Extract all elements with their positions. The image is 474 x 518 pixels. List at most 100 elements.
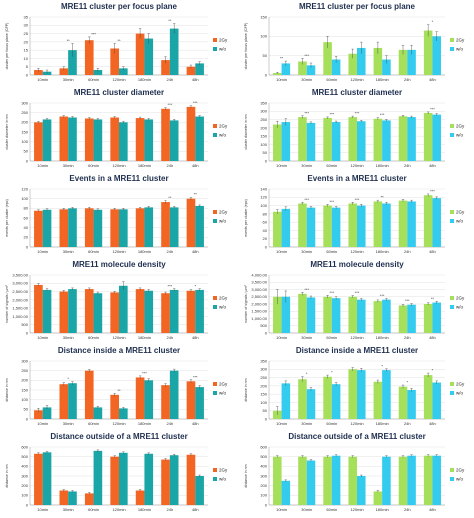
x-tick-label: 24h	[167, 507, 174, 512]
y-tick-label: 50	[24, 407, 29, 412]
legend-label: w/o	[456, 133, 464, 138]
x-tick-label: 24h	[404, 421, 411, 426]
x-tick-label: 48h	[192, 163, 199, 168]
legend-label: 2Gy	[219, 382, 228, 387]
x-tick-label: 120min	[112, 507, 125, 512]
x-tick-label: 24h	[404, 77, 411, 82]
y-tick-label: 0	[26, 416, 29, 421]
x-tick-label: 180min	[376, 249, 389, 254]
chart-svg: Distance outside of a MRE11 cluster dista…	[244, 432, 465, 512]
significance-marker: **	[67, 38, 71, 43]
y-tick-label: 400	[21, 464, 28, 469]
x-tick-label: 180min	[376, 335, 389, 340]
chart-svg: MRE11 cluster diameter cluster diameter i…	[5, 88, 228, 168]
bar	[34, 284, 43, 333]
bar	[331, 207, 341, 247]
bar	[42, 119, 52, 161]
y-tick-label: 1,000.00	[251, 316, 267, 321]
bar	[281, 63, 291, 75]
legend-swatch	[213, 47, 217, 51]
y-tick-label: 200	[21, 120, 28, 125]
significance-marker: ***	[430, 106, 435, 111]
bar	[135, 33, 145, 75]
legend-swatch	[450, 305, 454, 309]
y-axis-label: distance in nm	[5, 464, 9, 487]
bar	[407, 304, 416, 333]
x-tick-label: 120min	[112, 77, 125, 82]
legend-swatch	[213, 124, 217, 128]
y-tick-label: 1,500.00	[12, 306, 28, 311]
x-tick-label: 48h	[192, 507, 199, 512]
chart-svg: MRE11 molecule density number of signals …	[244, 260, 465, 340]
bar	[119, 408, 128, 419]
bar	[432, 455, 441, 505]
y-tick-label: 300	[21, 358, 28, 363]
y-tick-label: 20	[263, 236, 268, 241]
x-tick-label: 24h	[167, 163, 174, 168]
bar	[382, 370, 391, 419]
bar	[144, 290, 154, 333]
x-tick-label: 180min	[138, 421, 151, 426]
legend-swatch	[450, 219, 454, 223]
bar	[298, 379, 307, 419]
x-tick-label: 48h	[429, 249, 436, 254]
bar	[59, 209, 69, 247]
x-tick-label: 180min	[138, 507, 151, 512]
chart-svg: Distance inside a MRE11 cluster distance …	[244, 346, 465, 426]
bar	[331, 298, 341, 333]
y-tick-label: 200	[260, 383, 267, 388]
bar	[93, 119, 103, 161]
y-tick-label: 3,500.00	[12, 272, 28, 277]
legend-label: w/o	[456, 305, 464, 310]
legend-swatch	[450, 38, 454, 42]
y-tick-label: 500	[21, 322, 28, 327]
bar	[186, 66, 196, 75]
bar	[110, 292, 119, 333]
y-tick-label: 0	[26, 244, 29, 249]
significance-marker: ***	[91, 31, 96, 36]
bar	[144, 453, 154, 505]
chart-panel: MRE11 molecule density number of signals …	[0, 258, 237, 344]
x-tick-label: 24h	[404, 507, 411, 512]
bar	[59, 116, 69, 161]
y-tick-label: 2,500.00	[251, 294, 267, 299]
chart-panel: Events in a MRE11 cluster events per clus…	[0, 172, 237, 258]
y-tick-label: 500	[260, 323, 267, 328]
y-tick-label: 150	[260, 134, 267, 139]
chart-title: MRE11 molecule density	[72, 260, 166, 269]
chart-panel: MRE11 cluster per focus plane cluster per…	[237, 0, 474, 86]
bar	[407, 455, 416, 505]
bar	[331, 122, 341, 161]
bar	[161, 459, 170, 505]
bar	[161, 108, 170, 161]
x-tick-label: 60min	[88, 249, 99, 254]
y-tick-label: 200	[260, 125, 267, 130]
bar	[42, 209, 52, 247]
legend-swatch	[450, 47, 454, 51]
y-tick-label: 150	[260, 392, 267, 397]
bar	[144, 380, 154, 419]
x-tick-label: 60min	[88, 163, 99, 168]
x-tick-label: 24h	[167, 77, 174, 82]
y-tick-label: 100	[260, 142, 267, 147]
chart-title: Distance outside of a MRE11 cluster	[50, 432, 187, 441]
bar	[273, 124, 282, 161]
x-tick-label: 60min	[326, 507, 337, 512]
legend-swatch	[450, 124, 454, 128]
bar	[135, 289, 145, 333]
bar	[382, 59, 391, 75]
chart-svg: MRE11 molecule density number of signals …	[5, 260, 228, 340]
bar	[42, 452, 52, 505]
y-tick-label: 0	[265, 502, 268, 507]
legend-swatch	[213, 468, 217, 472]
chart-panel: Events in a MRE11 cluster events per clus…	[237, 172, 474, 258]
bar	[382, 299, 391, 333]
y-tick-label: 50	[263, 53, 268, 58]
chart-panel: Distance inside a MRE11 cluster distance …	[0, 344, 237, 430]
x-tick-label: 30min	[63, 335, 74, 340]
y-tick-label: 100	[260, 203, 267, 208]
bar	[84, 118, 94, 161]
x-tick-label: 120min	[350, 249, 363, 254]
bar	[273, 211, 282, 247]
y-tick-label: 150	[21, 129, 28, 134]
